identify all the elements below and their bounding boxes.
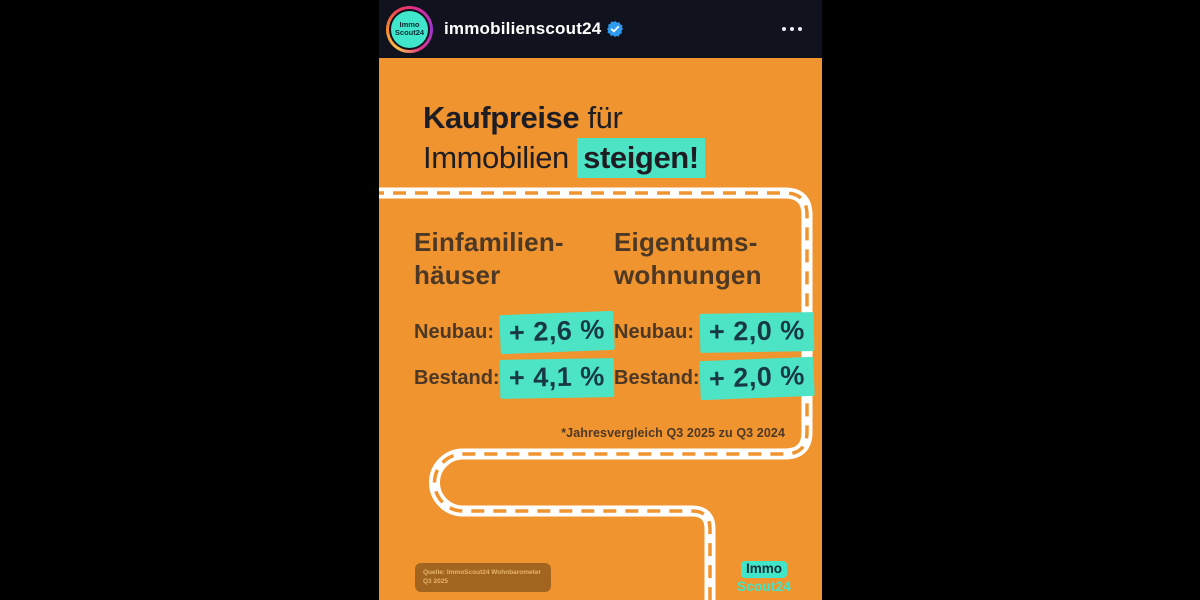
footnote: *Jahresvergleich Q3 2025 zu Q3 2024: [561, 426, 785, 440]
source-line1: Quelle: ImmoScout24 Wohnbarometer: [423, 569, 541, 576]
column-header-line1: Einfamilien-: [414, 227, 564, 257]
column-header-line2: häuser: [414, 260, 501, 290]
column-einfamilienhaeuser: Einfamilien- häuser Neubau: + 2,6 % Best…: [414, 226, 615, 404]
stat-row-bestand: Bestand: + 2,0 %: [614, 356, 815, 400]
stat-value-highlight: + 2,0 %: [699, 356, 815, 400]
brand-logo: Immo Scout24: [737, 560, 791, 594]
post-header: Immo Scout24 immobilienscout24: [379, 0, 822, 58]
stat-value-highlight: + 4,1 %: [499, 357, 615, 399]
avatar-ring-gap: Immo Scout24: [389, 8, 430, 50]
headline-highlight: steigen!: [577, 138, 705, 178]
headline-line2-regular: Immobilien: [423, 140, 578, 175]
more-options-icon[interactable]: [782, 27, 802, 31]
account-username[interactable]: immobilienscout24: [444, 19, 602, 38]
column-eigentumswohnungen: Eigentums- wohnungen Neubau: + 2,0 % Bes…: [614, 226, 815, 404]
headline-line2: Immobilien steigen!: [423, 138, 705, 178]
stat-label: Neubau:: [614, 320, 694, 343]
source-line2: Q3 2025: [423, 577, 448, 585]
stat-value-highlight: + 2,0 %: [699, 311, 815, 353]
stat-value-highlight: + 2,6 %: [499, 310, 615, 354]
stat-label: Bestand:: [614, 366, 700, 389]
verified-badge-icon: [607, 21, 624, 37]
source-box: Quelle: ImmoScout24 Wohnbarometer Q3 202…: [415, 563, 551, 592]
stat-row-neubau: Neubau: + 2,0 %: [614, 311, 815, 353]
column-header-line2: wohnungen: [614, 260, 762, 290]
column-header: Einfamilien- häuser: [414, 226, 614, 292]
headline-line1: Kaufpreise für: [423, 98, 705, 138]
stat-label: Neubau:: [414, 320, 494, 343]
post-column: Immo Scout24 immobilienscout24 Kaufpreis…: [379, 0, 822, 600]
brand-logo-immo: Immo: [741, 561, 788, 578]
road-graphic: [379, 187, 813, 600]
profile-avatar[interactable]: Immo Scout24: [386, 5, 433, 53]
column-header: Eigentums- wohnungen: [614, 226, 814, 292]
avatar-logo-line1: Immo: [399, 20, 420, 29]
headline-line1-bold: Kaufpreise: [423, 100, 580, 135]
infographic-image: Kaufpreise für Immobilien steigen! Einfa…: [379, 58, 822, 600]
headline: Kaufpreise für Immobilien steigen!: [423, 98, 705, 178]
brand-logo-scout: Scout24: [737, 579, 791, 594]
stat-row-bestand: Bestand: + 4,1 %: [414, 357, 615, 399]
headline-line1-rest: für: [579, 100, 623, 135]
avatar-logo: Immo Scout24: [391, 10, 428, 48]
stat-row-neubau: Neubau: + 2,6 %: [414, 310, 615, 354]
column-header-line1: Eigentums-: [614, 227, 758, 257]
stat-label: Bestand:: [414, 366, 500, 389]
avatar-logo-line2: Scout24: [394, 28, 425, 37]
